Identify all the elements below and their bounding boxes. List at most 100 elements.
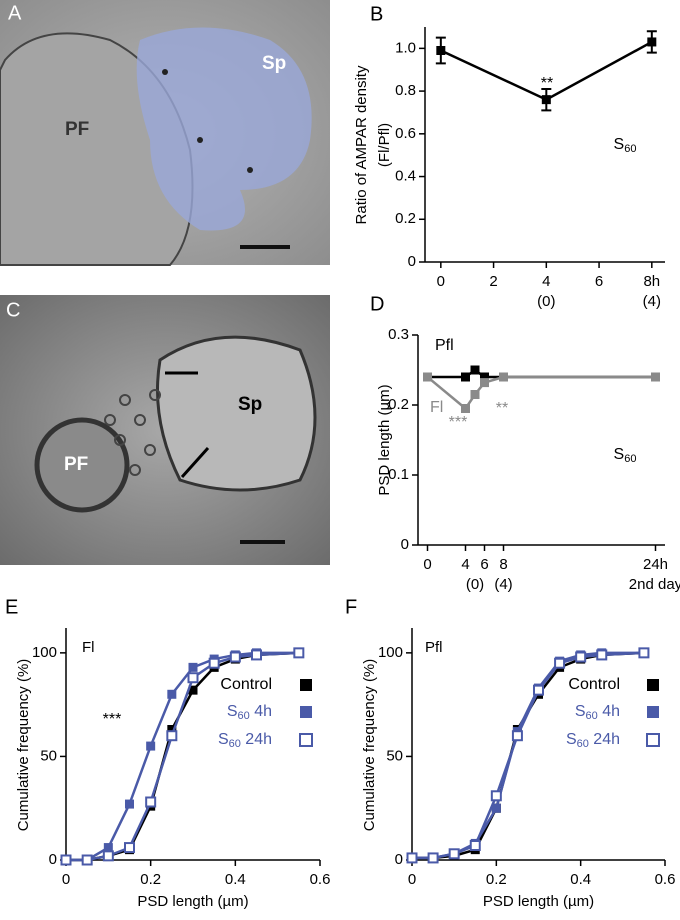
x-tick-sublabel: (0) xyxy=(537,293,555,310)
x-tick-label: 0.6 xyxy=(310,871,331,888)
annotation: ** xyxy=(541,75,553,92)
marker xyxy=(293,647,305,659)
marker xyxy=(103,843,113,853)
legend-marker xyxy=(647,679,659,691)
panel-letter: A xyxy=(8,2,22,24)
legend-label: Control xyxy=(568,676,620,693)
marker xyxy=(469,840,481,851)
image-c: C PF Sp xyxy=(0,295,330,565)
marker xyxy=(229,651,241,663)
y-axis-label: Cumulative frequency (%) xyxy=(361,659,378,832)
marker xyxy=(480,372,489,382)
legend-label: S60 24h xyxy=(566,731,620,750)
marker xyxy=(167,725,177,734)
x-tick-label: 8 xyxy=(499,556,507,573)
legend-label: S60 4h xyxy=(575,703,620,722)
marker xyxy=(188,685,198,695)
marker xyxy=(470,365,480,375)
marker xyxy=(208,657,220,669)
marker xyxy=(436,46,446,55)
panel-letter: E xyxy=(5,596,18,618)
annotation: ** xyxy=(496,400,508,417)
legend-marker xyxy=(647,706,659,718)
marker xyxy=(511,730,523,742)
x-tick-sublabel: (4) xyxy=(494,576,512,593)
annotation: *** xyxy=(103,711,122,728)
x-tick-label: 0.2 xyxy=(486,871,507,888)
marker xyxy=(188,662,198,672)
marker xyxy=(427,852,439,864)
x-axis-label: PSD length (µm) xyxy=(137,893,248,910)
x-tick-label: 2 xyxy=(489,273,497,290)
marker xyxy=(554,657,566,669)
panel-letter: D xyxy=(370,293,384,315)
image-label: Sp xyxy=(238,394,262,415)
marker xyxy=(491,803,501,813)
series-label: Fl xyxy=(430,399,443,416)
annotation: *** xyxy=(449,414,468,431)
marker xyxy=(596,649,608,661)
y-tick-label: 0 xyxy=(401,536,409,553)
image-label: Sp xyxy=(262,53,286,74)
x-tick-sublabel: (4) xyxy=(643,293,661,310)
marker xyxy=(187,672,199,684)
y-axis-label: Cumulative frequency (%) xyxy=(15,659,32,832)
x-tick-label: 0.4 xyxy=(225,871,246,888)
y-tick-label: 50 xyxy=(386,747,403,764)
x-tick-label: 24h xyxy=(643,556,668,573)
x-tick-label: 8h xyxy=(643,273,660,290)
y-axis-label: (Fl/Pfl) xyxy=(376,123,393,167)
x-tick-label: 0 xyxy=(423,556,431,573)
marker xyxy=(167,689,177,699)
marker xyxy=(448,848,460,860)
marker xyxy=(541,95,551,105)
x-tick-label: 4 xyxy=(461,556,469,573)
series-line xyxy=(426,375,656,411)
y-tick-label: 0 xyxy=(408,253,416,270)
marker xyxy=(470,390,480,399)
x-tick-label: 0 xyxy=(437,273,445,290)
y-tick-label: 0.4 xyxy=(395,168,416,185)
marker xyxy=(499,372,508,382)
marker xyxy=(490,790,502,802)
legend-marker xyxy=(300,706,312,718)
x-tick-label: 0 xyxy=(408,871,416,888)
panel-letter: B xyxy=(370,3,383,25)
marker xyxy=(145,796,157,808)
legend-marker xyxy=(300,679,312,691)
x-tick-label: 0.4 xyxy=(570,871,591,888)
marker xyxy=(102,850,114,862)
y-tick-label: 0.1 xyxy=(388,466,409,483)
y-tick-label: 100 xyxy=(32,644,57,661)
legend-marker xyxy=(299,733,313,747)
x-tick-sublabel: (0) xyxy=(466,576,484,593)
x-tick-label: 0 xyxy=(62,871,70,888)
marker xyxy=(124,842,135,854)
y-tick-label: 0 xyxy=(395,851,403,868)
marker xyxy=(461,404,470,413)
y-tick-label: 0 xyxy=(49,851,57,868)
y-tick-label: 50 xyxy=(40,747,57,764)
y-tick-label: 1.0 xyxy=(395,39,416,56)
marker xyxy=(461,372,470,382)
marker xyxy=(81,854,93,866)
y-tick-label: 0.6 xyxy=(395,125,416,142)
legend-label: S60 24h xyxy=(218,731,272,750)
marker xyxy=(651,372,660,382)
y-tick-label: 100 xyxy=(378,644,403,661)
marker xyxy=(533,684,544,696)
panel-letter: F xyxy=(345,596,357,618)
series-label: Pfl xyxy=(435,337,454,354)
marker xyxy=(125,799,134,809)
annotation: S60 xyxy=(614,136,637,155)
marker xyxy=(638,647,650,659)
marker xyxy=(251,649,262,661)
y-axis-label: PSD length (µm) xyxy=(376,384,393,495)
x-tick-label: 6 xyxy=(595,273,603,290)
chart-title: Pfl xyxy=(425,639,443,656)
panel-letter: C xyxy=(6,299,20,321)
x-tick-sublabel: 2nd day xyxy=(629,576,680,593)
legend-label: Control xyxy=(220,676,272,693)
y-tick-label: 0.2 xyxy=(388,396,409,413)
annotation: S60 xyxy=(614,446,637,465)
